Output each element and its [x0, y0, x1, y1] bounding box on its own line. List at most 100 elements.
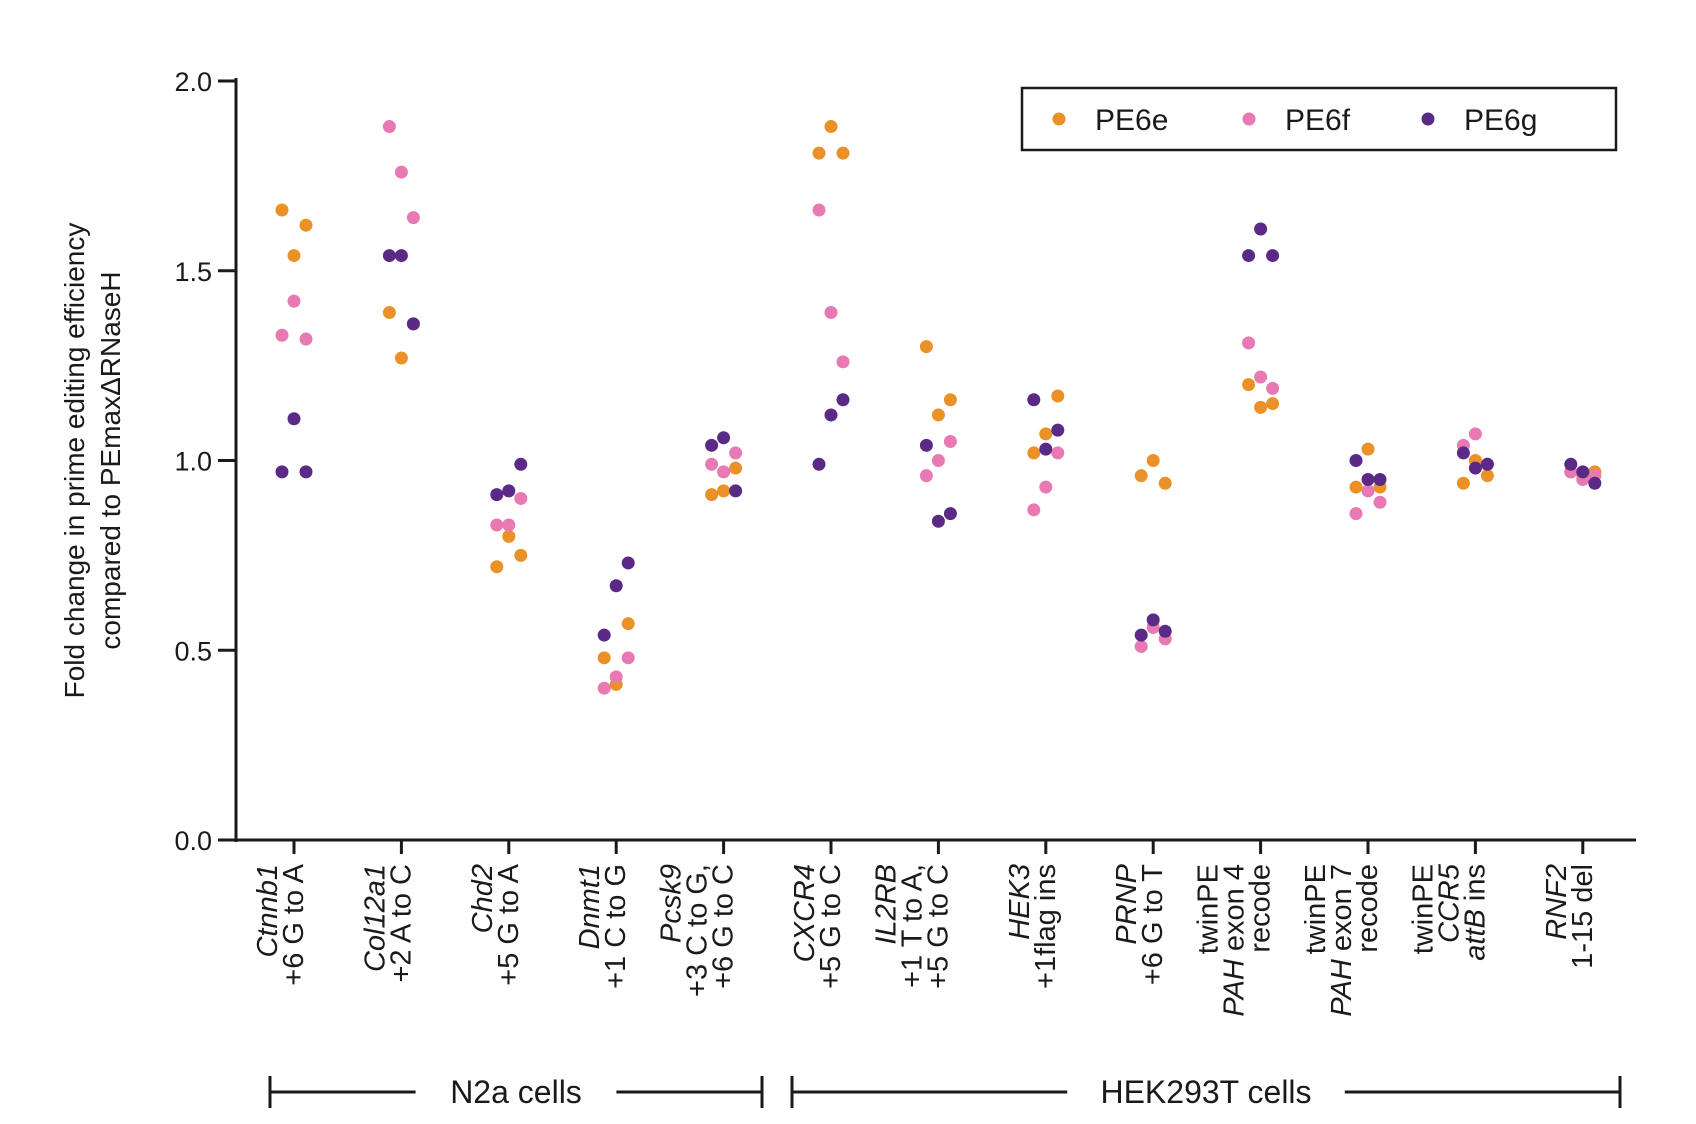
point-pe6e	[717, 484, 731, 498]
x-tick-label: HEK3+1flag ins	[1004, 864, 1062, 989]
point-pe6f	[299, 332, 313, 346]
x-tick-label-line: +5 G to A	[493, 863, 525, 985]
group-bracket: N2a cells	[268, 1074, 764, 1110]
x-tick-label-line: recode	[1245, 864, 1277, 953]
point-pe6e	[1027, 446, 1041, 460]
point-pe6f	[1051, 446, 1065, 460]
x-tick-label-line: +5 G to C	[922, 864, 954, 989]
point-pe6f	[275, 328, 289, 342]
point-pe6e	[287, 249, 301, 263]
legend-marker-pe6e	[1052, 112, 1066, 126]
point-pe6e	[1349, 480, 1363, 494]
point-pe6f	[836, 355, 850, 369]
point-pe6g	[1266, 249, 1280, 263]
group-label: HEK293T cells	[1100, 1074, 1311, 1110]
point-pe6e	[824, 120, 838, 134]
point-pe6e	[1134, 469, 1148, 483]
point-pe6g	[1576, 465, 1590, 479]
x-tick-label: Ctnnb1+6 G to A	[252, 863, 310, 985]
x-tick-label-line: +1flag ins	[1030, 864, 1062, 989]
point-pe6f	[514, 491, 528, 505]
point-pe6e	[597, 651, 611, 665]
point-pe6g	[502, 484, 516, 498]
point-pe6e	[1361, 442, 1375, 456]
x-tick-label-line: PAH exon 7	[1326, 864, 1358, 1017]
point-pe6g	[1588, 476, 1602, 490]
x-tick-label-line: twinPE	[1407, 864, 1439, 954]
legend-marker-pe6f	[1242, 112, 1256, 126]
point-pe6e	[1266, 397, 1280, 411]
point-pe6g	[931, 514, 945, 528]
point-pe6g	[1480, 457, 1494, 471]
group-bracket: HEK293T cells	[790, 1074, 1622, 1110]
point-pe6f	[1242, 336, 1256, 350]
x-tick-label-line: +5 G to C	[815, 864, 847, 989]
x-ticks: Ctnnb1+6 G to A Col12a1+2 A to C Chd2+5 G …	[252, 840, 1599, 1017]
legend-label-pe6f: PE6f	[1285, 104, 1351, 137]
point-pe6g	[382, 249, 396, 263]
point-pe6e	[729, 461, 743, 475]
x-tick-label-line: CXCR4	[789, 864, 821, 962]
point-pe6g	[609, 579, 623, 593]
y-axis-title: Fold change in prime editing efficiency c…	[59, 223, 126, 699]
point-pe6f	[1254, 370, 1268, 384]
point-pe6g	[275, 465, 289, 479]
point-pe6f	[406, 211, 420, 225]
point-pe6e	[919, 340, 933, 354]
x-tick-label-line: CCR5	[1433, 863, 1465, 943]
point-pe6f	[287, 294, 301, 308]
point-pe6f	[1039, 480, 1053, 494]
point-pe6e	[1254, 400, 1268, 414]
x-tick-label-line: RNF2	[1541, 864, 1573, 940]
point-pe6g	[1564, 457, 1578, 471]
cell-groups: N2a cells HEK293T cells	[268, 1074, 1622, 1110]
point-pe6f	[1349, 507, 1363, 521]
point-pe6e	[1146, 454, 1160, 467]
x-tick-label-line: +3 C to G,	[682, 864, 714, 997]
point-pe6e	[812, 146, 826, 160]
point-pe6e	[1039, 427, 1053, 441]
point-pe6e	[1456, 476, 1470, 490]
point-pe6e	[514, 548, 528, 562]
point-pe6g	[1134, 628, 1148, 642]
x-tick-label-line: +2 A to C	[385, 864, 417, 983]
point-pe6e	[931, 408, 945, 422]
point-pe6f	[1468, 427, 1482, 441]
point-pe6f	[931, 454, 945, 467]
point-pe6g	[394, 249, 408, 263]
legend-label-pe6g: PE6g	[1464, 104, 1537, 137]
legend: PE6e PE6f PE6g	[1020, 86, 1618, 152]
point-pe6f	[597, 681, 611, 695]
point-pe6f	[943, 435, 957, 449]
x-tick-label: IL2RB+1 T to A,+5 G to C	[870, 864, 954, 989]
point-pe6f	[812, 203, 826, 217]
x-tick-label-line: Dnmt1	[574, 864, 606, 949]
point-pe6e	[382, 305, 396, 319]
x-tick-label-line: +1 T to A,	[896, 864, 928, 988]
point-pe6g	[943, 507, 957, 521]
point-pe6e	[705, 488, 719, 502]
point-pe6f	[824, 305, 838, 319]
point-pe6f	[502, 518, 516, 532]
point-pe6g	[919, 438, 933, 452]
y-ticks: 0.0 0.5 1.0 1.5 2.0	[174, 67, 236, 856]
x-tick-label-line: PRNP	[1111, 863, 1143, 944]
point-pe6g	[836, 393, 850, 407]
point-pe6f	[1361, 484, 1375, 498]
x-tick-label-line: +1 C to G	[600, 864, 632, 989]
point-pe6g	[299, 465, 313, 479]
point-pe6g	[621, 556, 635, 570]
data-points	[275, 120, 1602, 695]
x-tick-label-line: 1-15 del	[1567, 864, 1599, 969]
point-pe6e	[502, 529, 516, 543]
point-pe6g	[1468, 461, 1482, 475]
x-tick-label: Col12a1+2 A to C	[359, 864, 417, 983]
point-pe6g	[1456, 446, 1470, 460]
point-pe6f	[717, 465, 731, 479]
x-tick-label-line: recode	[1352, 864, 1384, 953]
y-tick-label: 0.0	[174, 826, 212, 856]
